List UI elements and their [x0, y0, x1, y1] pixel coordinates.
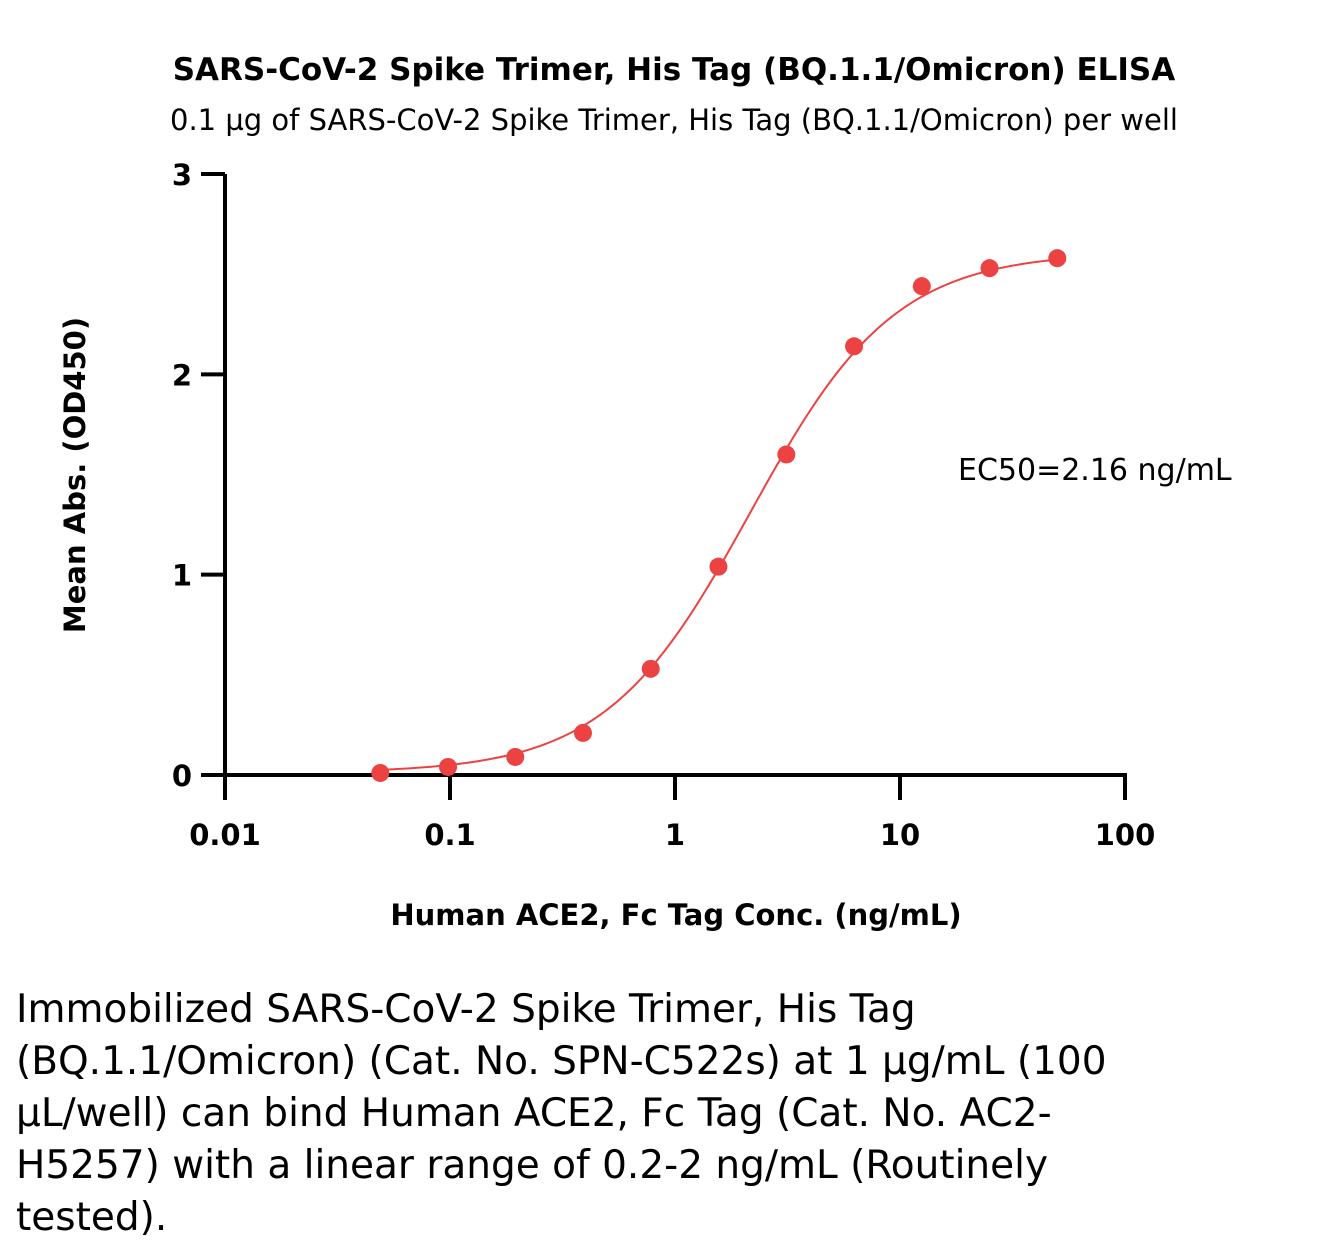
- data-point: [1048, 249, 1067, 268]
- y-tick-label: 0: [172, 759, 192, 793]
- x-axis-ticks: 0.01 0.1 1 10 100: [189, 775, 1155, 852]
- data-point: [709, 557, 728, 576]
- x-tick-label: 100: [1095, 818, 1156, 852]
- x-axis-label: Human ACE2, Fc Tag Conc. (ng/mL): [390, 898, 961, 932]
- x-tick-label: 10: [880, 818, 920, 852]
- data-point: [439, 757, 458, 776]
- chart-title: SARS-CoV-2 Spike Trimer, His Tag (BQ.1.1…: [173, 52, 1176, 88]
- y-tick-label: 3: [172, 158, 192, 192]
- y-axis-label: Mean Abs. (OD450): [58, 317, 92, 633]
- x-tick-label: 1: [665, 818, 685, 852]
- data-point: [506, 747, 525, 766]
- y-axis-ticks: 0 1 2 3: [172, 158, 225, 793]
- ec50-annotation: EC50=2.16 ng/mL: [958, 453, 1232, 488]
- data-point: [845, 337, 864, 356]
- fit-curve: [380, 258, 1058, 771]
- chart-subtitle: 0.1 µg of SARS-CoV-2 Spike Trimer, His T…: [170, 103, 1178, 137]
- y-tick-label: 1: [172, 559, 192, 593]
- data-point: [777, 445, 796, 464]
- x-tick-label: 0.1: [424, 818, 475, 852]
- x-tick-label: 0.01: [189, 818, 261, 852]
- figure-caption: Immobilized SARS-CoV-2 Spike Trimer, His…: [16, 987, 1107, 1240]
- data-point: [912, 277, 931, 296]
- y-tick-label: 2: [172, 358, 192, 392]
- data-point: [371, 763, 390, 782]
- data-point: [980, 259, 999, 278]
- elisa-chart: SARS-CoV-2 Spike Trimer, His Tag (BQ.1.1…: [58, 52, 1232, 932]
- data-point: [641, 659, 660, 678]
- data-point: [573, 723, 592, 742]
- data-points: [371, 249, 1067, 782]
